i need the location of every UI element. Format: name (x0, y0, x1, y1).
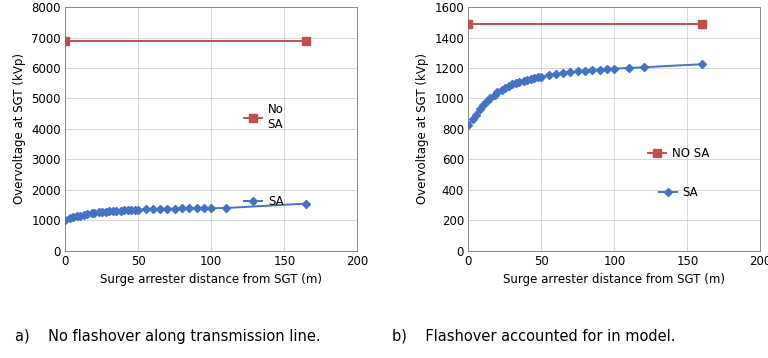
Legend: SA: SA (240, 191, 288, 213)
X-axis label: Surge arrester distance from SGT (m): Surge arrester distance from SGT (m) (503, 273, 725, 286)
Text: b)    Flashover accounted for in model.: b) Flashover accounted for in model. (392, 329, 675, 344)
Y-axis label: Overvoltage at SGT (kVp): Overvoltage at SGT (kVp) (415, 53, 429, 204)
Text: a)    No flashover along transmission line.: a) No flashover along transmission line. (15, 329, 321, 344)
Y-axis label: Overvoltage at SGT (kVp): Overvoltage at SGT (kVp) (13, 53, 26, 204)
Legend: SA: SA (654, 181, 703, 203)
X-axis label: Surge arrester distance from SGT (m): Surge arrester distance from SGT (m) (101, 273, 323, 286)
